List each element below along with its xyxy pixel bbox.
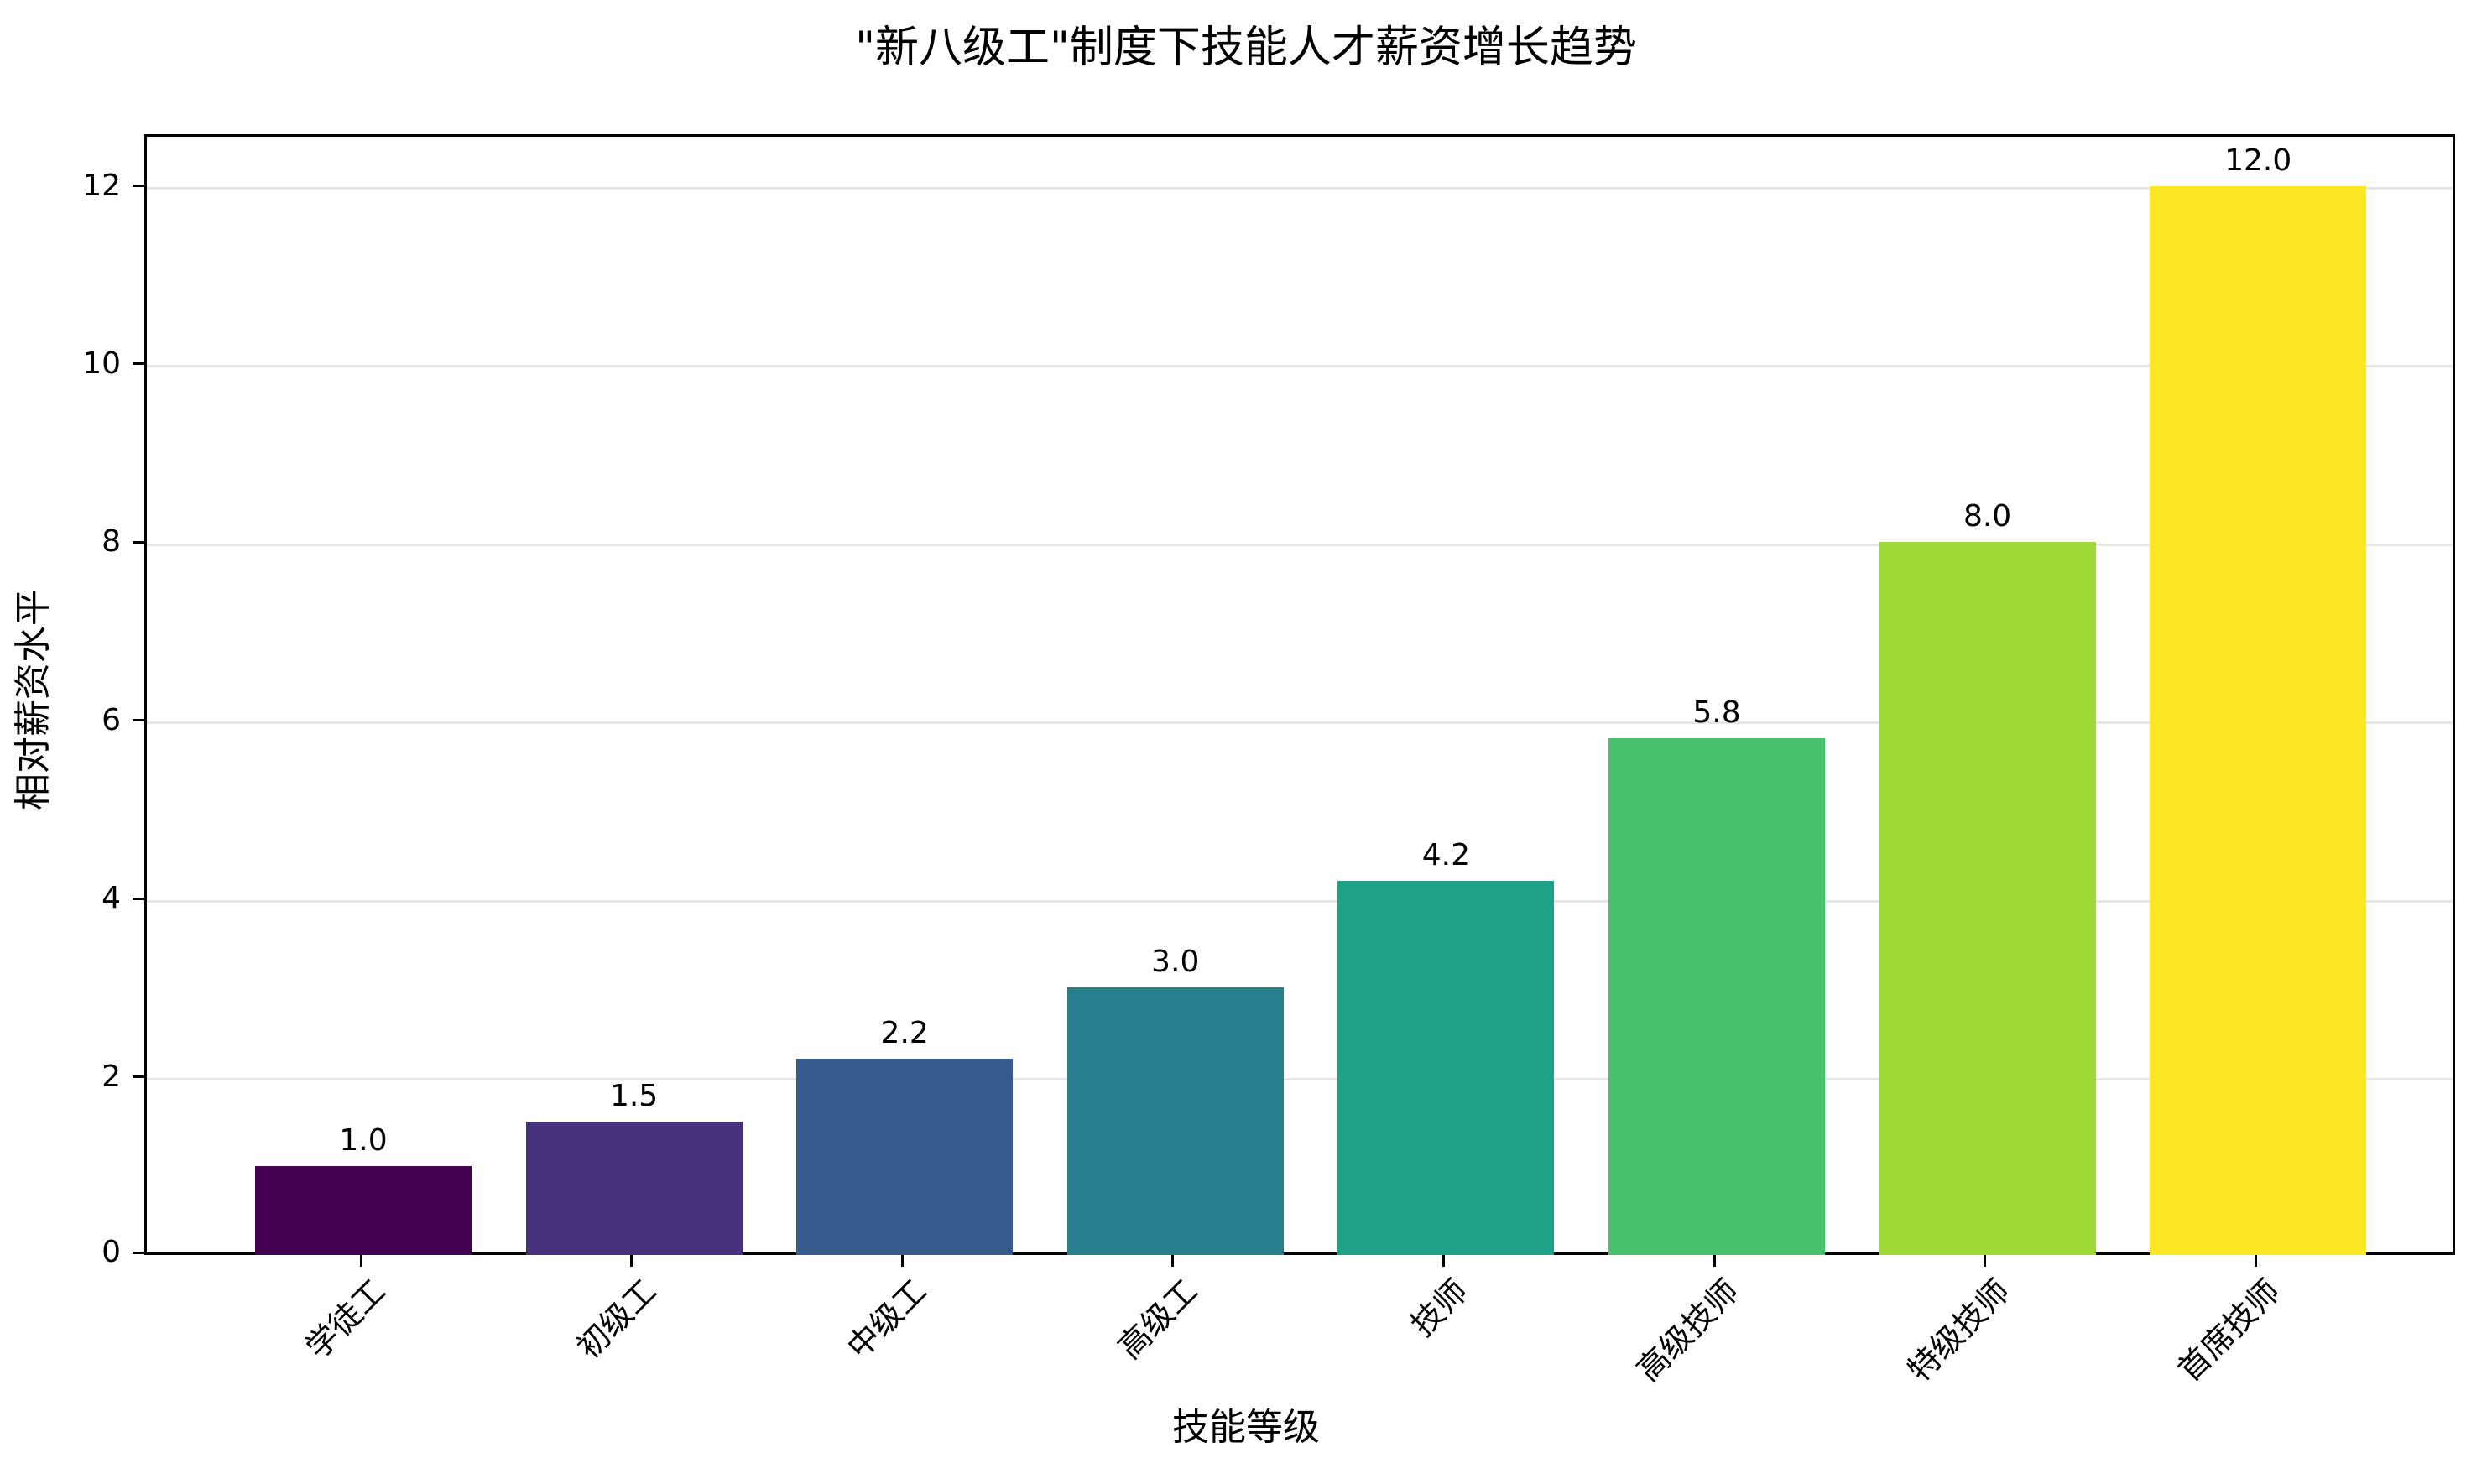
y-tick bbox=[133, 1251, 144, 1254]
y-tick bbox=[133, 1075, 144, 1079]
y-tick-label: 4 bbox=[102, 881, 121, 916]
x-tick-label: 学徒工 bbox=[298, 1272, 393, 1367]
x-tick-label: 高级技师 bbox=[1629, 1272, 1746, 1389]
y-tick bbox=[133, 185, 144, 188]
bar-value-label: 3.0 bbox=[1151, 945, 1200, 980]
y-axis-title: 相对薪资水平 bbox=[12, 589, 55, 810]
y-tick bbox=[133, 540, 144, 544]
x-tick-label: 初级工 bbox=[569, 1272, 664, 1367]
bar bbox=[1337, 880, 1555, 1255]
bar-value-label: 1.0 bbox=[339, 1122, 388, 1158]
y-tick-label: 8 bbox=[102, 524, 121, 560]
y-tick-label: 6 bbox=[102, 702, 121, 737]
x-tick bbox=[1713, 1255, 1716, 1267]
x-tick bbox=[2254, 1255, 2257, 1267]
y-tick-label: 12 bbox=[82, 168, 121, 203]
x-tick-label: 中级工 bbox=[840, 1272, 934, 1367]
x-tick bbox=[900, 1255, 904, 1267]
bar-value-label: 12.0 bbox=[2224, 143, 2292, 178]
y-tick bbox=[133, 362, 144, 366]
gridline bbox=[147, 721, 2453, 725]
bar bbox=[2150, 185, 2367, 1255]
y-tick-label: 10 bbox=[82, 346, 121, 381]
x-tick-label: 首席技师 bbox=[2171, 1272, 2287, 1389]
bar-value-label: 4.2 bbox=[1421, 837, 1471, 872]
bar bbox=[255, 1165, 472, 1255]
gridline bbox=[147, 899, 2453, 903]
bar bbox=[796, 1059, 1014, 1255]
x-tick bbox=[359, 1255, 362, 1267]
bar bbox=[525, 1121, 743, 1255]
bar bbox=[1879, 542, 2096, 1255]
gridline bbox=[147, 187, 2453, 190]
y-tick bbox=[133, 719, 144, 722]
x-tick bbox=[1984, 1255, 1987, 1267]
bar-value-label: 1.5 bbox=[609, 1078, 659, 1113]
bar-value-label: 8.0 bbox=[1963, 499, 2012, 534]
y-tick-label: 2 bbox=[102, 1059, 121, 1094]
bar bbox=[1608, 738, 1825, 1255]
plot-area: 1.0 1.5 2.2 3.0 4.2 5.8 8.0 12.0 bbox=[144, 134, 2455, 1255]
y-tick-label: 0 bbox=[102, 1235, 121, 1269]
bar-value-label: 2.2 bbox=[880, 1016, 929, 1051]
gridline bbox=[147, 1078, 2453, 1081]
x-tick-label: 技师 bbox=[1404, 1272, 1476, 1344]
gridline bbox=[147, 365, 2453, 368]
chart-title: "新八级工"制度下技能人才薪资增长趋势 bbox=[855, 23, 1637, 73]
y-tick bbox=[133, 897, 144, 900]
bar-value-label: 5.8 bbox=[1692, 695, 1741, 731]
x-tick-label: 特级技师 bbox=[1900, 1272, 2017, 1389]
x-tick-label: 高级工 bbox=[1110, 1272, 1205, 1367]
x-tick bbox=[630, 1255, 633, 1267]
x-axis-title: 技能等级 bbox=[1172, 1406, 1320, 1449]
x-tick bbox=[1442, 1255, 1445, 1267]
gridline bbox=[147, 543, 2453, 546]
x-tick bbox=[1171, 1255, 1175, 1267]
bar bbox=[1066, 987, 1284, 1255]
